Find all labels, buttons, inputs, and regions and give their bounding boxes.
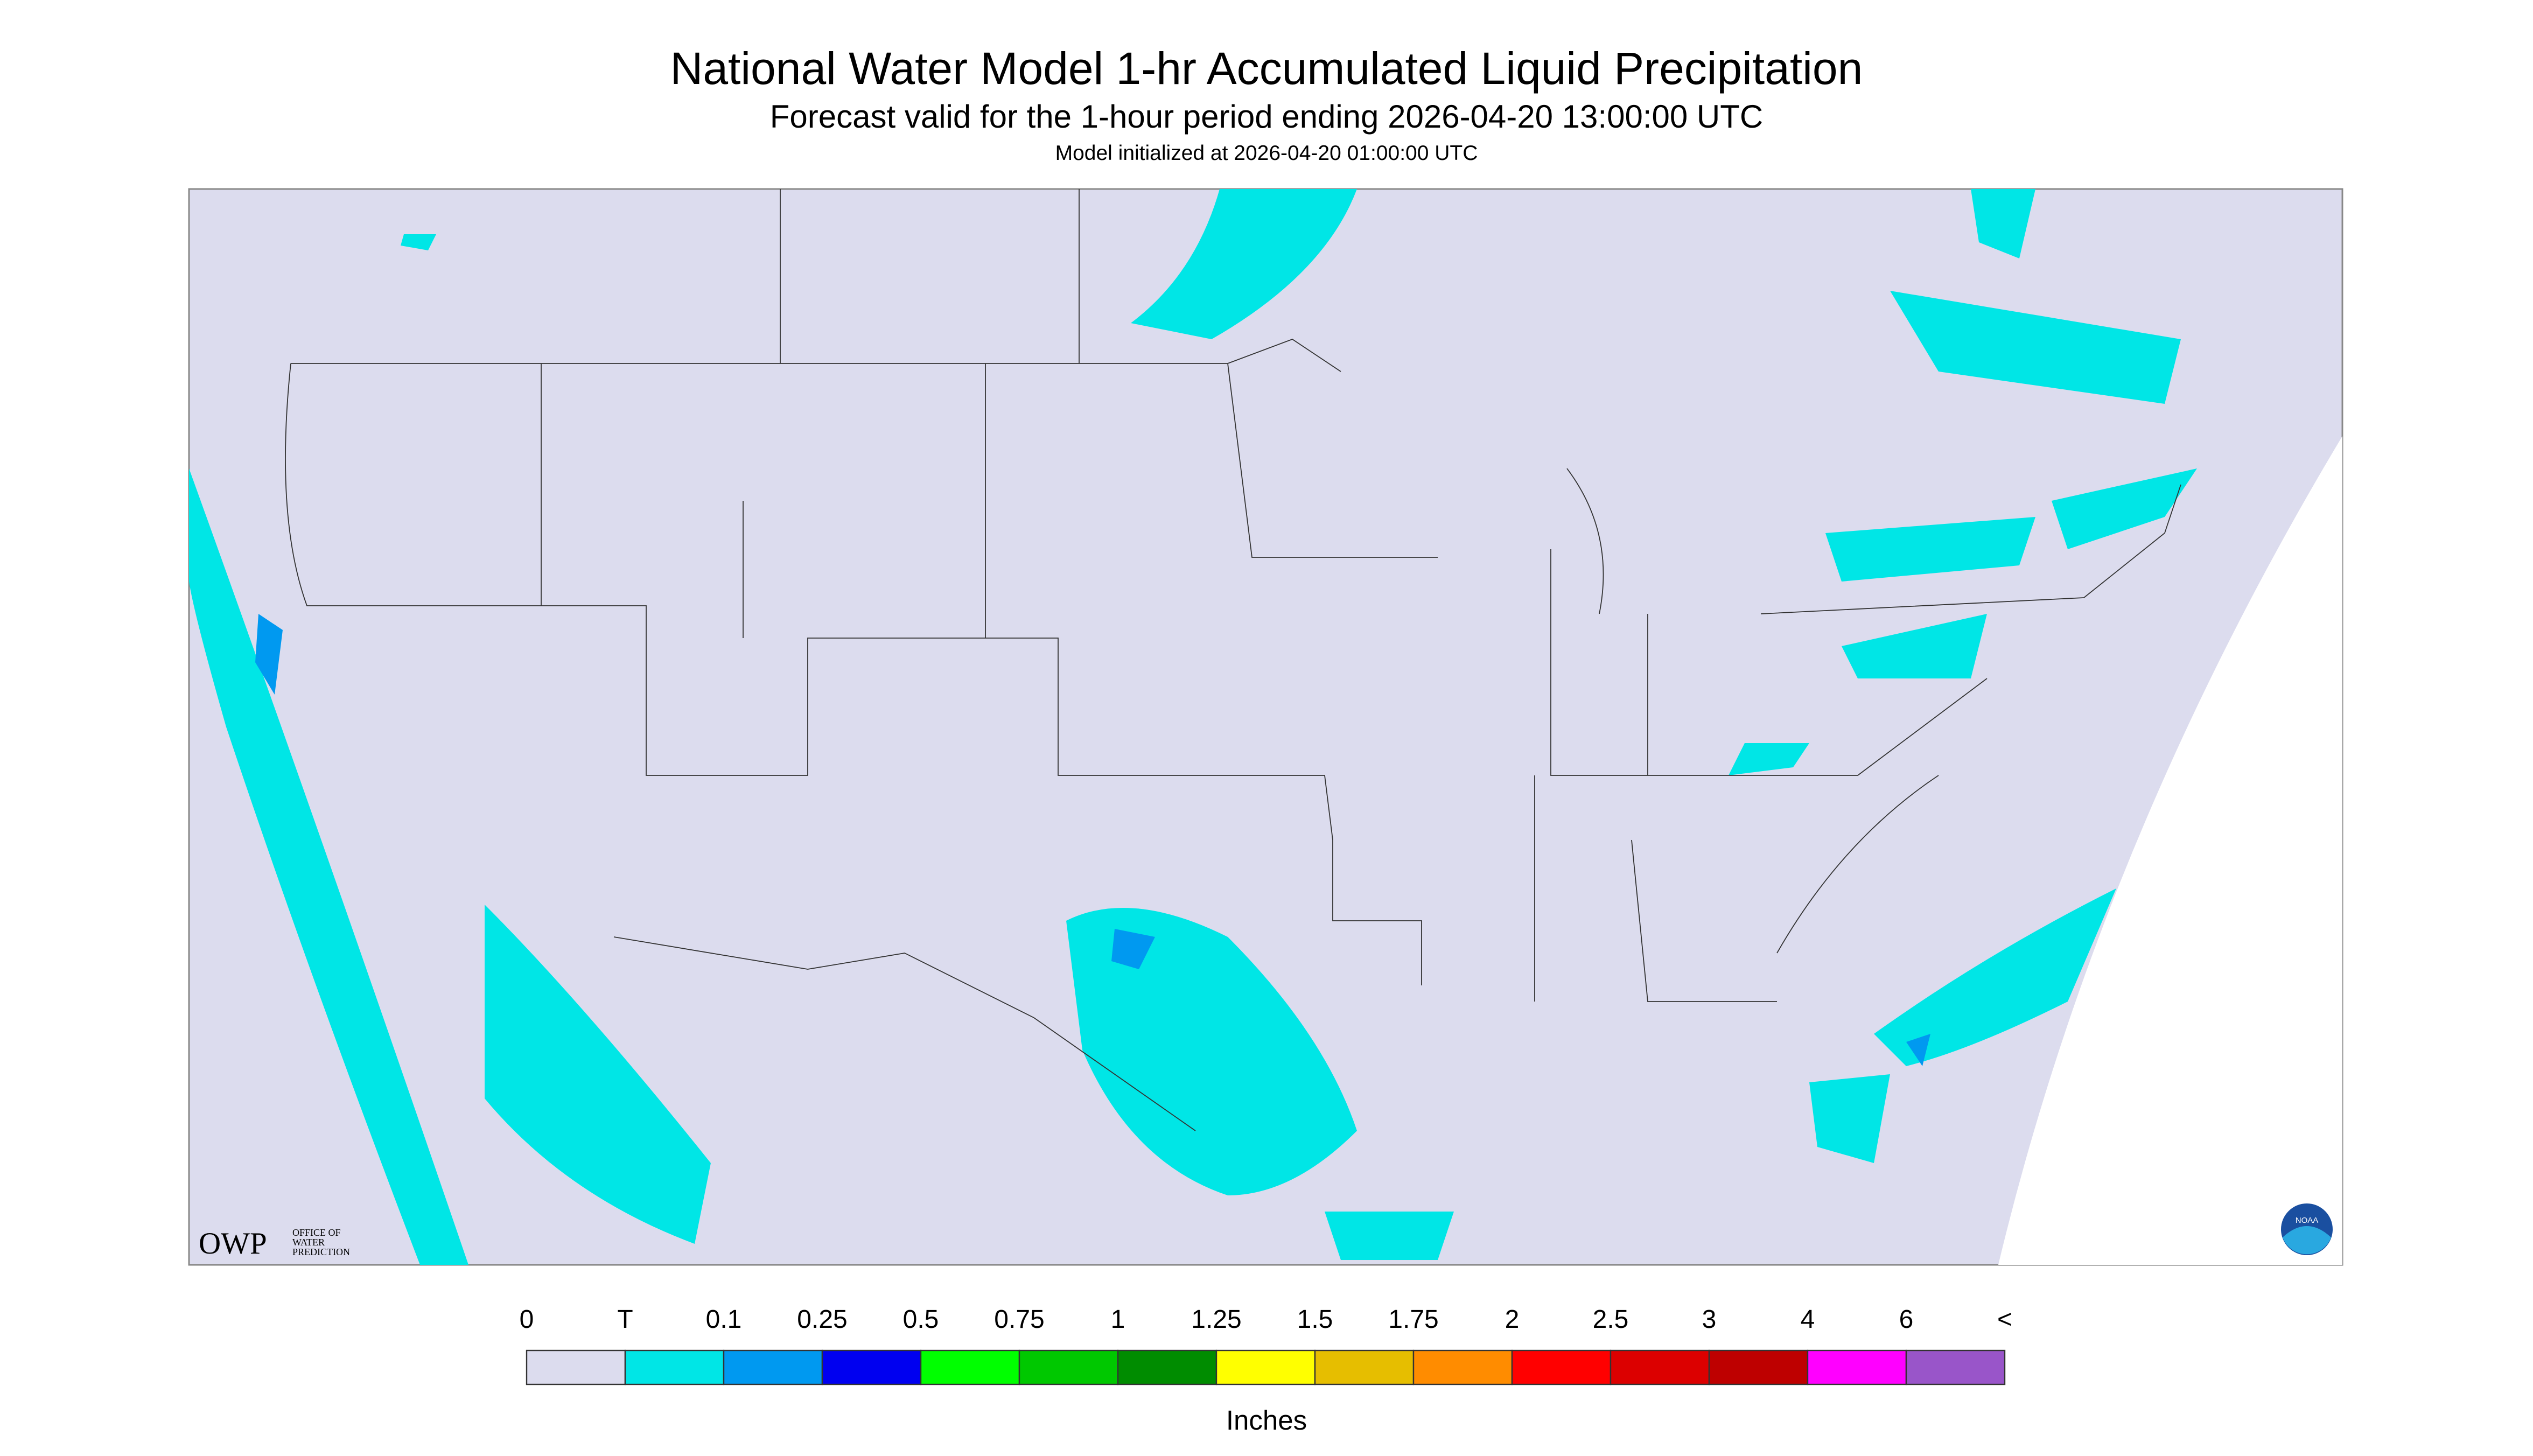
owp-name: OFFICE OF <box>292 1227 341 1238</box>
legend-swatch <box>920 1349 1020 1385</box>
legend-swatch <box>1018 1349 1119 1385</box>
heavy-precip <box>255 614 1930 1067</box>
legend-unit: Inches <box>1226 1405 1307 1436</box>
owp-name: PREDICTION <box>292 1247 350 1257</box>
legend-label: 0.5 <box>903 1305 939 1334</box>
legend-swatch <box>1610 1349 1710 1385</box>
legend-label: 3 <box>1702 1305 1717 1334</box>
legend-swatch <box>1314 1349 1415 1385</box>
legend-label: 2.5 <box>1593 1305 1629 1334</box>
out-of-domain <box>1998 436 2342 1265</box>
legend-swatch <box>723 1349 823 1385</box>
legend-swatch <box>526 1349 626 1385</box>
init-note: Model initialized at 2026-04-20 01:00:00… <box>1055 142 1478 165</box>
legend: 0 T 0.1 0.25 0.5 0.75 1 1.25 1.5 1.75 2 2.5 3 4 6 < <box>520 1305 2012 1385</box>
map: OWP OFFICE OF WATER PREDICTION NOAA <box>188 188 2343 1266</box>
legend-swatch <box>821 1349 922 1385</box>
owp-name: WATER <box>292 1237 325 1248</box>
legend-label: T <box>617 1305 633 1334</box>
legend-swatch <box>1215 1349 1316 1385</box>
noaa-logo-text: NOAA <box>2296 1216 2319 1225</box>
legend-swatch <box>1708 1349 1809 1385</box>
legend-label: 6 <box>1899 1305 1914 1334</box>
legend-label: 1.5 <box>1297 1305 1333 1334</box>
legend-label: 4 <box>1801 1305 1815 1334</box>
legend-label: 1.25 <box>1191 1305 1241 1334</box>
legend-label: 1 <box>1111 1305 1125 1334</box>
legend-label: 2 <box>1505 1305 1520 1334</box>
owp-logo: OWP <box>199 1227 267 1261</box>
legend-swatch <box>624 1349 725 1385</box>
legend-swatch <box>1905 1349 2006 1385</box>
legend-swatch <box>1807 1349 1907 1385</box>
legend-label: 1.75 <box>1388 1305 1438 1334</box>
legend-label: 0.25 <box>797 1305 847 1334</box>
legend-swatch <box>1511 1349 1612 1385</box>
subtitle: Forecast valid for the 1-hour period end… <box>770 99 1763 135</box>
legend-swatch <box>1117 1349 1217 1385</box>
noaa-logo-wave <box>2283 1226 2331 1255</box>
legend-swatch <box>1412 1349 1513 1385</box>
borders <box>285 189 2181 1131</box>
legend-label: 0.1 <box>706 1305 742 1334</box>
title: National Water Model 1-hr Accumulated Li… <box>670 43 1863 94</box>
legend-label: 0 <box>520 1305 534 1334</box>
legend-label: < <box>1997 1305 2012 1334</box>
legend-label: 0.75 <box>994 1305 1044 1334</box>
